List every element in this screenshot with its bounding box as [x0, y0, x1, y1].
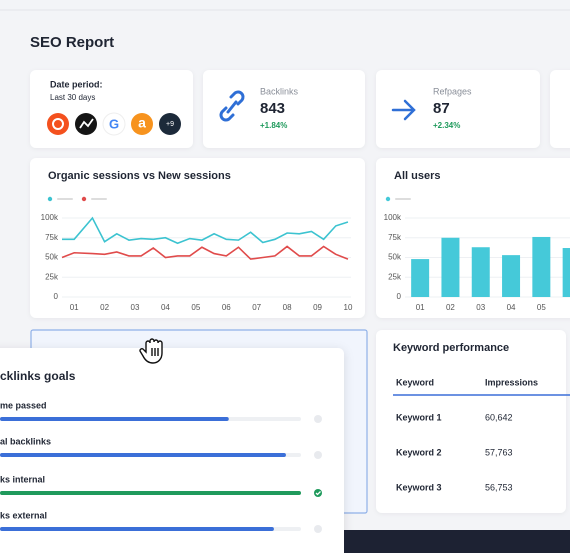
line-series [61, 245, 349, 260]
page-title: SEO Report [30, 34, 114, 51]
x-tick-label: 10 [344, 303, 353, 312]
legend-dot [81, 196, 87, 202]
metric-name: Backlinks [260, 86, 299, 96]
y-tick-label: 75k [388, 233, 402, 242]
metric-value: 87 [433, 100, 450, 117]
bar [532, 236, 551, 297]
table-cell: 60,642 [485, 412, 513, 422]
chart-title: Organic sessions vs New sessions [48, 170, 231, 182]
metric-value: 843 [260, 100, 285, 117]
legend-dot [385, 196, 391, 202]
status-icon [314, 525, 322, 533]
line-series [62, 216, 349, 245]
source-icons: G a [47, 112, 181, 136]
metric-card [203, 70, 365, 148]
goal-name: ks external [0, 510, 47, 520]
metric-change: +1.84% [260, 121, 287, 130]
x-tick-label: 05 [191, 303, 200, 312]
x-tick-label: 01 [70, 303, 79, 312]
date-label: Date period: [50, 79, 103, 89]
x-tick-label: 03 [131, 303, 140, 312]
x-tick-label: 09 [313, 303, 322, 312]
status-icon [314, 489, 322, 497]
table-cell: Keyword 1 [396, 412, 442, 422]
x-tick-label: 03 [476, 303, 485, 312]
bar [441, 237, 460, 297]
more-sources: +9 [166, 121, 174, 128]
x-tick-label: 01 [416, 303, 425, 312]
legend-dot [47, 196, 53, 202]
grab-cursor [139, 338, 163, 364]
column-header: Keyword [396, 377, 434, 387]
y-tick-label: 50k [45, 253, 59, 262]
x-tick-label: 07 [252, 303, 261, 312]
metric-change: +2.34% [433, 121, 460, 130]
goal-name: me passed [0, 400, 47, 410]
link-icon [219, 90, 245, 122]
metric-card [376, 70, 540, 148]
progress-bar [0, 417, 229, 421]
svg-text:a: a [138, 115, 146, 131]
progress-bar [0, 527, 274, 531]
goal-name: ks internal [0, 474, 45, 484]
table-cell: 57,763 [485, 447, 513, 457]
status-icon [314, 415, 322, 423]
arrow-icon [391, 99, 416, 121]
goals-card [0, 348, 344, 553]
status-icon [314, 451, 322, 459]
check-mark [315, 491, 321, 496]
x-tick-label: 05 [537, 303, 546, 312]
bottom-strip [344, 530, 570, 553]
y-tick-label: 0 [397, 292, 402, 301]
bar [502, 255, 521, 297]
y-tick-label: 100k [384, 213, 402, 222]
x-tick-label: 04 [161, 303, 170, 312]
y-tick-label: 0 [54, 292, 59, 301]
bar [411, 259, 430, 297]
goal-name: al backlinks [0, 436, 51, 446]
x-tick-label: 02 [100, 303, 109, 312]
chart-title: All users [394, 170, 440, 182]
table-cell: Keyword 2 [396, 447, 442, 457]
table-cell: 56,753 [485, 482, 513, 492]
x-tick-label: 06 [222, 303, 231, 312]
goals-title: cklinks goals [0, 369, 76, 383]
x-tick-label: 08 [283, 303, 292, 312]
legend-placeholder [91, 198, 107, 200]
legend-placeholder [57, 198, 73, 200]
bar [471, 247, 490, 297]
table-title: Keyword performance [393, 342, 509, 354]
y-tick-label: 100k [41, 213, 59, 222]
table-cell: Keyword 3 [396, 482, 442, 492]
table-card [376, 330, 566, 513]
legend-placeholder [395, 198, 411, 200]
metric-name: Refpages [433, 86, 472, 96]
date-card [30, 70, 193, 148]
column-header: Impressions [485, 377, 538, 387]
y-tick-label: 75k [45, 233, 59, 242]
progress-bar [0, 491, 301, 495]
x-tick-label: 02 [446, 303, 455, 312]
y-tick-label: 50k [388, 253, 402, 262]
y-tick-label: 25k [388, 272, 402, 281]
metric-card [550, 70, 570, 148]
y-tick-label: 25k [45, 272, 59, 281]
bar [562, 248, 570, 297]
date-value: Last 30 days [50, 93, 95, 102]
svg-text:G: G [109, 116, 119, 131]
x-tick-label: 04 [507, 303, 516, 312]
progress-bar [0, 453, 286, 457]
